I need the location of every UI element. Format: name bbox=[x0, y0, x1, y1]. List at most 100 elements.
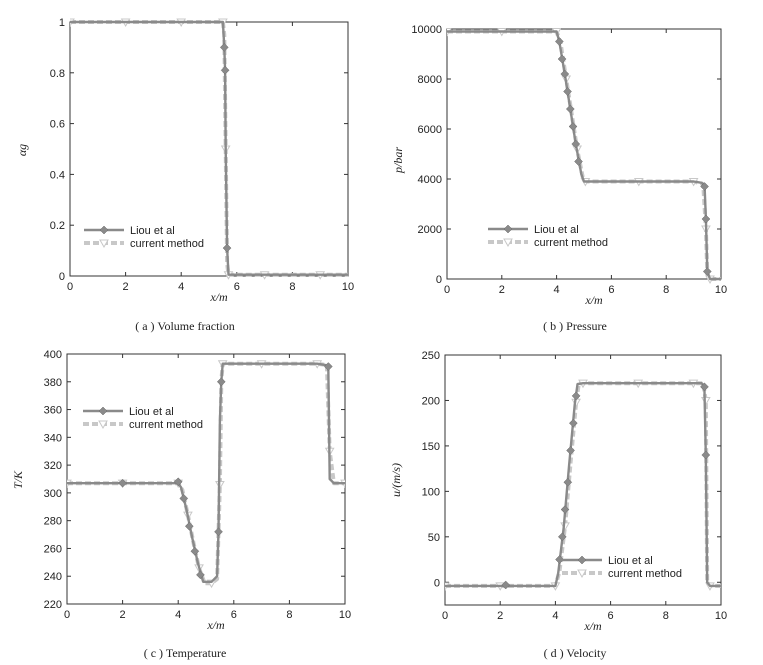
plot-area bbox=[447, 28, 721, 285]
y-tick-label: 0 bbox=[434, 577, 440, 589]
x-axis-label: x/m bbox=[209, 290, 228, 304]
x-tick-label: 10 bbox=[342, 281, 354, 293]
y-tick-label: 10000 bbox=[411, 24, 442, 36]
x-tick-label: 4 bbox=[552, 610, 558, 622]
y-tick-label: 340 bbox=[44, 432, 62, 444]
y-tick-label: 150 bbox=[422, 441, 440, 453]
x-tick-label: 8 bbox=[663, 284, 669, 296]
legend-marker-current bbox=[503, 238, 513, 248]
liou-marker bbox=[557, 54, 567, 64]
x-tick-label: 6 bbox=[608, 610, 614, 622]
y-axis-label: T/K bbox=[11, 470, 25, 489]
liou-marker bbox=[565, 104, 575, 114]
x-tick-label: 6 bbox=[231, 609, 237, 621]
legend-marker-liou bbox=[99, 225, 109, 235]
legend-label-liou: Liou et al bbox=[608, 555, 653, 567]
plot-area bbox=[67, 360, 345, 589]
plot-frame bbox=[444, 354, 722, 606]
liou-marker bbox=[700, 382, 709, 392]
liou-marker bbox=[560, 505, 570, 514]
y-tick-label: 400 bbox=[44, 349, 62, 361]
panel-caption: ( b ) Pressure bbox=[543, 319, 607, 333]
y-tick-label: 8000 bbox=[418, 74, 442, 86]
x-tick-label: 0 bbox=[67, 281, 73, 293]
y-tick-label: 320 bbox=[44, 460, 62, 472]
y-tick-label: 250 bbox=[422, 350, 440, 362]
x-tick-label: 8 bbox=[289, 281, 295, 293]
y-tick-label: 0.2 bbox=[50, 220, 65, 232]
liou-marker bbox=[701, 450, 711, 460]
chart-panel-1: 0 2 4 6 8 10 0 0.2 0.4 0.6 0.8 1 x/m αg ( a ) Volume f… bbox=[15, 17, 354, 333]
y-tick-label: 260 bbox=[44, 543, 62, 555]
liou-marker bbox=[216, 377, 226, 387]
y-tick-label: 0.8 bbox=[50, 68, 65, 80]
plot-frame bbox=[446, 28, 722, 280]
liou-marker bbox=[557, 532, 567, 542]
liou-marker bbox=[219, 43, 229, 52]
x-axis-label: x/m bbox=[584, 293, 603, 307]
legend-marker-current bbox=[99, 239, 109, 249]
x-tick-label: 2 bbox=[497, 610, 503, 622]
legend-marker-current bbox=[98, 420, 108, 430]
panel-caption: ( a ) Volume fraction bbox=[135, 319, 235, 333]
liou-marker bbox=[222, 243, 232, 253]
plot-frame bbox=[66, 353, 346, 605]
liou-marker bbox=[179, 494, 189, 503]
y-tick-label: 300 bbox=[44, 488, 62, 500]
y-tick-label: 200 bbox=[422, 395, 440, 407]
series-line-current bbox=[70, 20, 348, 277]
y-tick-label: 280 bbox=[44, 516, 62, 528]
chart-panel-3: 0 2 4 6 8 10 220 240 260 280 300 320 340 360 380 400 x/m… bbox=[11, 349, 351, 660]
liou-marker bbox=[560, 69, 570, 79]
liou-marker bbox=[701, 214, 711, 224]
legend-label-current: current method bbox=[130, 238, 204, 250]
liou-marker bbox=[555, 555, 564, 564]
series-line-current bbox=[67, 361, 345, 586]
x-tick-label: 2 bbox=[120, 609, 126, 621]
panel-caption: ( d ) Velocity bbox=[544, 646, 607, 660]
x-tick-label: 10 bbox=[715, 284, 727, 296]
x-tick-label: 8 bbox=[286, 609, 292, 621]
y-tick-label: 6000 bbox=[418, 124, 442, 136]
legend-marker-liou bbox=[577, 555, 587, 565]
y-tick-label: 220 bbox=[44, 599, 62, 611]
liou-marker bbox=[568, 122, 578, 131]
legend-label-liou: Liou et al bbox=[534, 224, 579, 236]
liou-marker bbox=[501, 580, 511, 590]
series-line-current bbox=[445, 381, 721, 588]
liou-marker bbox=[184, 521, 194, 531]
series-line-liou bbox=[447, 30, 721, 281]
y-tick-label: 100 bbox=[422, 486, 440, 498]
y-tick-label: 380 bbox=[44, 377, 62, 389]
legend-label-current: current method bbox=[534, 237, 608, 249]
x-tick-label: 0 bbox=[64, 609, 70, 621]
y-tick-label: 0.4 bbox=[50, 169, 65, 181]
x-tick-label: 6 bbox=[608, 284, 614, 296]
legend-marker-current bbox=[577, 569, 587, 579]
plot-frame bbox=[69, 21, 349, 277]
x-tick-label: 6 bbox=[234, 281, 240, 293]
x-tick-label: 8 bbox=[663, 610, 669, 622]
liou-marker bbox=[574, 157, 583, 166]
series-line-liou bbox=[67, 362, 345, 583]
legend-marker-liou bbox=[98, 406, 108, 416]
liou-marker bbox=[566, 446, 575, 455]
liou-marker bbox=[214, 527, 223, 537]
y-tick-label: 50 bbox=[428, 532, 440, 544]
x-tick-label: 2 bbox=[123, 281, 129, 293]
liou-marker bbox=[173, 477, 183, 487]
liou-marker bbox=[190, 546, 200, 556]
x-tick-label: 0 bbox=[442, 610, 448, 622]
liou-marker bbox=[196, 570, 205, 580]
legend-label-current: current method bbox=[608, 568, 682, 580]
series-line-liou bbox=[70, 20, 348, 276]
plot-area bbox=[445, 379, 721, 591]
legend-label-current: current method bbox=[129, 419, 203, 431]
y-tick-label: 2000 bbox=[418, 224, 442, 236]
y-tick-label: 0 bbox=[436, 274, 442, 286]
